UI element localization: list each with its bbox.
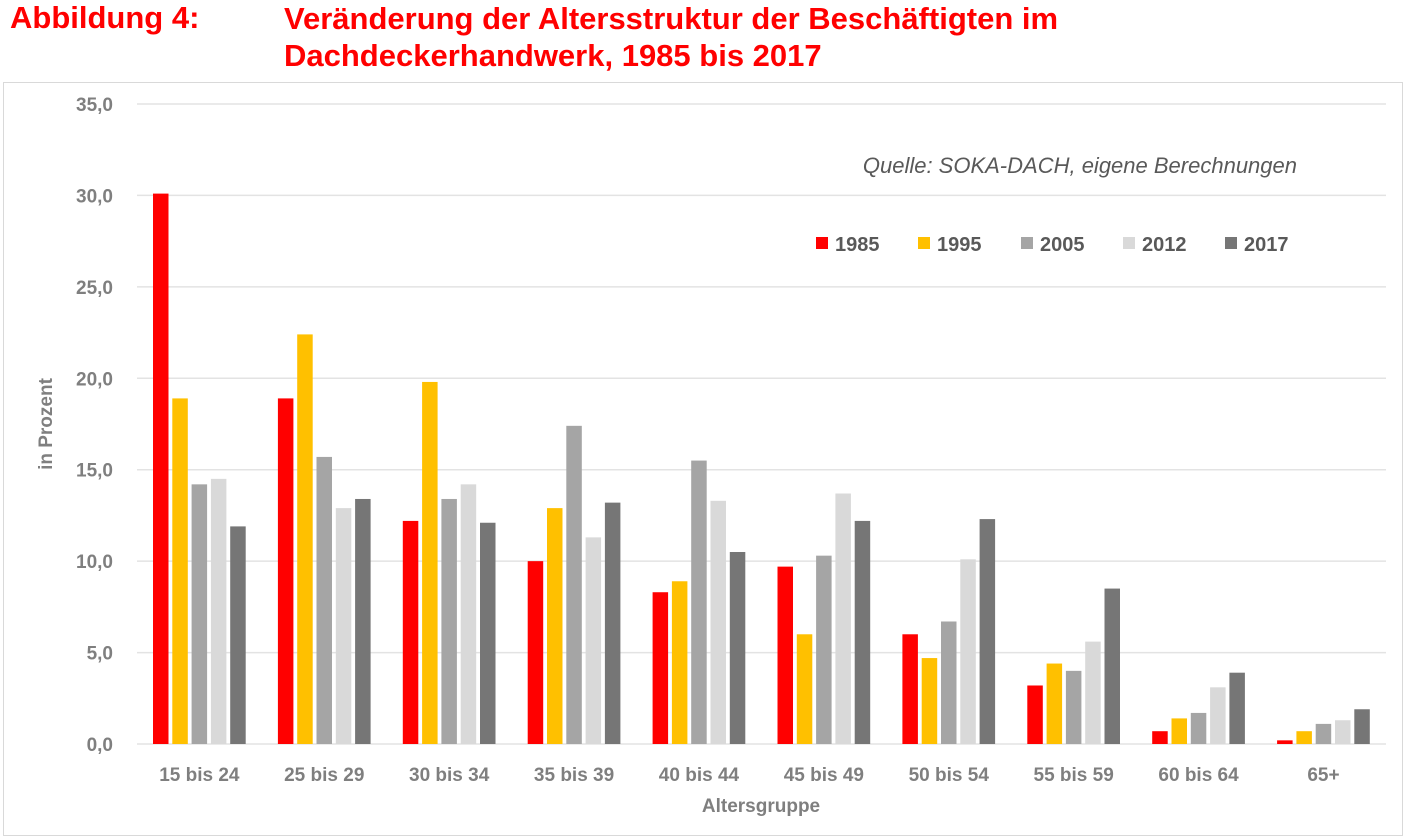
bar-1995-2 bbox=[422, 381, 438, 744]
bar-1985-7 bbox=[1027, 685, 1043, 744]
legend-label-2017: 2017 bbox=[1244, 234, 1289, 256]
bar-1995-8 bbox=[1171, 718, 1187, 744]
bar-2012-1 bbox=[335, 508, 352, 744]
bar-1995-1 bbox=[297, 334, 313, 744]
bar-1985-2 bbox=[402, 520, 419, 744]
chart-frame: 0,0 5,0 10,0 15,0 20,0 25,0 30,0 35,0 15 bis 24… bbox=[3, 82, 1403, 836]
x-tick-label-6: 50 bis 54 bbox=[909, 765, 990, 786]
y-tick-label-7: 35,0 bbox=[76, 95, 113, 116]
figure-title-line-2: Dachdeckerhandwerk, 1985 bis 2017 bbox=[284, 38, 822, 73]
bar-2017-0 bbox=[230, 526, 246, 744]
legend-label-1995: 1995 bbox=[937, 234, 982, 256]
legend: 1985 1995 2005 2012 2017 bbox=[816, 234, 1289, 256]
x-tick-label-5: 45 bis 49 bbox=[784, 765, 864, 786]
bar-2017-9 bbox=[1354, 709, 1370, 744]
bar-2012-0 bbox=[210, 478, 227, 744]
bar-1985-9 bbox=[1277, 740, 1293, 744]
legend-swatch-2017 bbox=[1225, 237, 1237, 249]
source-note: Quelle: SOKA-DACH, eigene Berechnungen bbox=[863, 153, 1297, 178]
legend-swatch-1985 bbox=[816, 237, 828, 249]
figure-title-line-1: Veränderung der Altersstruktur der Besch… bbox=[284, 1, 1059, 36]
x-axis-title: Altersgruppe bbox=[702, 796, 820, 817]
y-tick-label-3: 15,0 bbox=[76, 461, 113, 482]
legend-swatch-1995 bbox=[918, 237, 930, 249]
bar-1995-4 bbox=[671, 581, 688, 744]
legend-swatch-2012 bbox=[1123, 237, 1135, 249]
bar-2005-2 bbox=[441, 498, 457, 744]
y-axis-tick-labels: 0,0 5,0 10,0 15,0 20,0 25,0 30,0 35,0 bbox=[76, 95, 113, 756]
x-tick-label-1: 25 bis 29 bbox=[284, 765, 364, 786]
bar-2012-3 bbox=[585, 537, 602, 744]
bar-2017-6 bbox=[979, 519, 996, 744]
bar-2017-8 bbox=[1229, 672, 1245, 744]
bar-2012-2 bbox=[460, 484, 477, 744]
bars bbox=[153, 193, 1370, 745]
y-axis-title: in Prozent bbox=[36, 377, 57, 470]
figure-label: Abbildung 4: bbox=[10, 0, 200, 35]
legend-swatch-2005 bbox=[1021, 237, 1033, 249]
legend-label-2005: 2005 bbox=[1040, 234, 1085, 256]
bar-1985-5 bbox=[777, 566, 793, 744]
bar-2017-1 bbox=[355, 498, 371, 744]
x-axis-tick-labels: 15 bis 24 25 bis 29 30 bis 34 35 bis 39 40 b… bbox=[159, 765, 1339, 786]
bar-1985-0 bbox=[153, 193, 169, 745]
x-tick-label-9: 65+ bbox=[1307, 765, 1339, 786]
y-tick-label-1: 5,0 bbox=[87, 644, 113, 665]
legend-label-1985: 1985 bbox=[835, 234, 880, 256]
bar-2005-5 bbox=[816, 555, 832, 744]
x-tick-label-3: 35 bis 39 bbox=[534, 765, 614, 786]
bar-1985-6 bbox=[902, 634, 918, 744]
bar-2012-8 bbox=[1210, 687, 1226, 744]
bar-1995-9 bbox=[1296, 731, 1312, 744]
bar-2005-9 bbox=[1315, 723, 1332, 744]
x-tick-label-4: 40 bis 44 bbox=[659, 765, 740, 786]
y-tick-label-2: 10,0 bbox=[76, 552, 113, 573]
y-tick-label-4: 20,0 bbox=[76, 369, 113, 390]
bar-2005-3 bbox=[566, 425, 582, 744]
bar-2005-1 bbox=[316, 456, 332, 744]
bar-1985-3 bbox=[527, 561, 544, 744]
bar-2012-4 bbox=[710, 500, 726, 744]
bar-2017-3 bbox=[604, 502, 621, 744]
bar-2012-9 bbox=[1335, 720, 1351, 744]
bar-1995-7 bbox=[1046, 663, 1063, 744]
bar-2012-5 bbox=[835, 493, 851, 744]
bar-1995-6 bbox=[921, 658, 938, 744]
bar-chart: 0,0 5,0 10,0 15,0 20,0 25,0 30,0 35,0 15 bis 24… bbox=[36, 95, 1386, 817]
bar-2005-8 bbox=[1190, 712, 1207, 744]
bar-2017-2 bbox=[480, 522, 496, 744]
bar-2005-4 bbox=[691, 460, 707, 744]
bar-1995-0 bbox=[172, 398, 188, 744]
bar-2005-0 bbox=[191, 484, 208, 744]
legend-label-2012: 2012 bbox=[1142, 234, 1187, 256]
figure-title: Veränderung der Altersstruktur der Besch… bbox=[284, 0, 1394, 74]
bar-2017-4 bbox=[729, 552, 746, 744]
x-tick-label-0: 15 bis 24 bbox=[159, 765, 240, 786]
bar-2005-6 bbox=[941, 621, 957, 744]
y-tick-label-0: 0,0 bbox=[87, 735, 113, 756]
bar-1985-4 bbox=[652, 592, 669, 744]
figure-header: Abbildung 4: Veränderung der Altersstruk… bbox=[0, 0, 1408, 80]
bar-1985-1 bbox=[277, 398, 294, 744]
bar-2017-5 bbox=[854, 520, 871, 744]
y-tick-label-5: 25,0 bbox=[76, 278, 113, 299]
y-tick-label-6: 30,0 bbox=[76, 186, 113, 207]
x-tick-label-7: 55 bis 59 bbox=[1034, 765, 1114, 786]
bar-2017-7 bbox=[1104, 588, 1120, 744]
bar-1995-3 bbox=[547, 508, 563, 744]
bar-2012-7 bbox=[1085, 641, 1101, 744]
bar-1995-5 bbox=[796, 634, 813, 744]
x-tick-label-2: 30 bis 34 bbox=[409, 765, 490, 786]
bar-2005-7 bbox=[1065, 670, 1082, 744]
x-tick-label-8: 60 bis 64 bbox=[1158, 765, 1239, 786]
bar-1985-8 bbox=[1152, 731, 1168, 744]
bar-2012-6 bbox=[960, 559, 976, 744]
